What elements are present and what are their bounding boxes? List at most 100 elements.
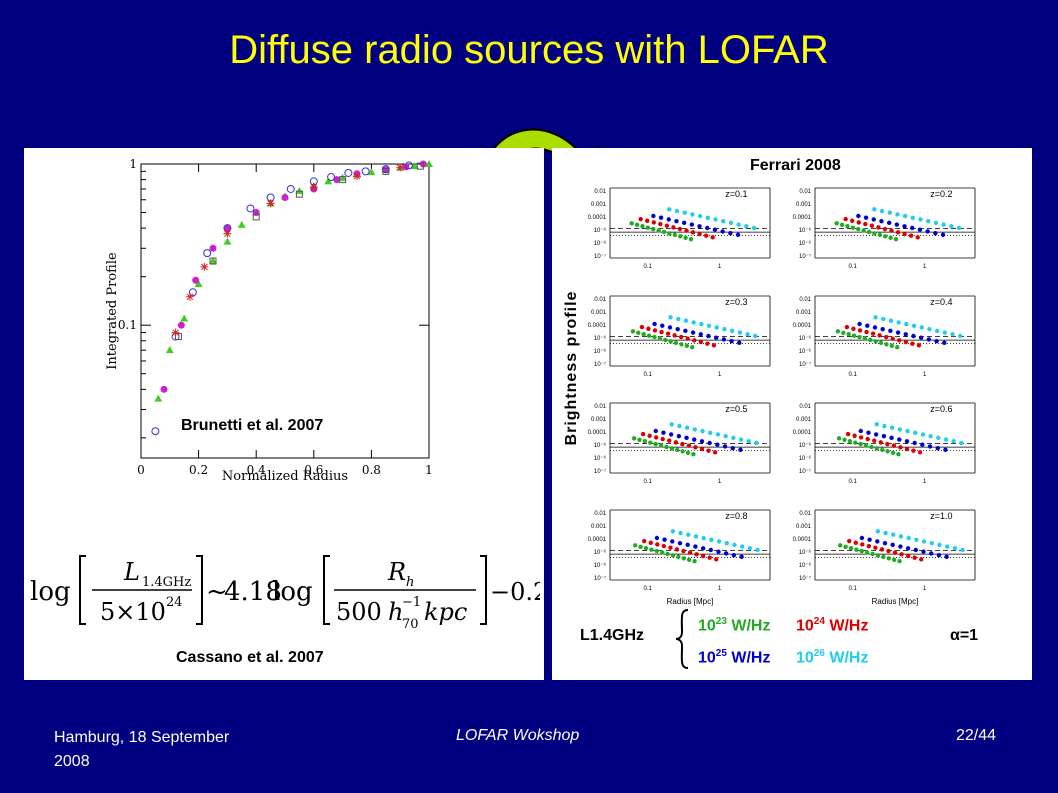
x-tick-label: 0.8 (362, 463, 381, 477)
redshift-label: z=0.8 (725, 511, 747, 521)
brightness-point (640, 224, 645, 229)
brightness-point (943, 447, 948, 453)
brightness-point (875, 529, 881, 534)
brightness-point (879, 218, 884, 224)
brightness-point (873, 432, 879, 437)
brightness-point (870, 551, 875, 557)
brightness-point (680, 441, 685, 447)
brightness-point (872, 207, 877, 212)
brightness-point (845, 431, 851, 437)
brightness-point (708, 547, 713, 553)
brightness-point (889, 343, 895, 348)
brightness-point (919, 325, 924, 330)
brightness-point (649, 547, 654, 552)
brightness-point (697, 224, 702, 229)
subplot-y-tick-label: 10⁻⁷ (594, 361, 606, 368)
brightness-point (721, 218, 726, 224)
brightness-point (711, 343, 717, 348)
subplot-x-tick-label: 1 (718, 586, 722, 592)
brightness-point (738, 447, 743, 453)
brightness-point (918, 217, 923, 222)
svg-text:4.18: 4.18 (224, 577, 282, 607)
brightness-point (834, 221, 839, 226)
brightness-point (688, 237, 694, 242)
brightness-point (874, 446, 880, 451)
brightness-point (879, 208, 885, 214)
brightness-point (899, 552, 904, 557)
svg-text:5×10: 5×10 (100, 598, 166, 626)
subplot-y-tick-label: 0.01 (799, 404, 811, 410)
brightness-point (647, 433, 652, 438)
subplot-y-tick-label: 0.0001 (588, 323, 607, 329)
subplot-y-tick-label: 10⁻⁶ (594, 348, 607, 355)
x-axis-label: Normalized Radius (222, 469, 348, 484)
subplot-y-tick-label: 0.01 (594, 404, 606, 410)
brightness-point (917, 227, 923, 232)
star-point (185, 292, 194, 301)
brightness-point (701, 535, 706, 541)
brightness-point (951, 439, 956, 444)
subplot-y-tick-label: 10⁻⁶ (594, 455, 607, 462)
brightness-point (864, 329, 869, 335)
brightness-point (845, 224, 850, 229)
brightness-point (908, 233, 914, 238)
luminosity-radius-equation: log L 1.4GHz 5×10 24 ~ 4.18 log R h 500 … (28, 542, 548, 638)
brightness-point (681, 548, 686, 554)
star-point (200, 262, 209, 271)
legend-item-24: 1024 W/Hz (796, 616, 869, 635)
brightness-point (729, 328, 735, 334)
brightness-point (937, 542, 942, 548)
brightness-point (655, 542, 660, 547)
brightness-point (882, 540, 888, 546)
subplot-y-tick-label: 0.001 (591, 524, 607, 530)
brightness-point (692, 338, 697, 343)
brightness-point (638, 544, 643, 549)
brightness-point (653, 435, 659, 440)
slide-title: Diffuse radio sources with LOFAR (229, 28, 829, 72)
brightness-point (882, 423, 887, 429)
brightness-point (658, 221, 663, 227)
brightness-point (905, 553, 911, 559)
brightness-point (843, 216, 848, 222)
brightness-point (888, 235, 893, 240)
brightness-point (668, 432, 674, 437)
open-circle-point (246, 204, 255, 213)
brightness-point (942, 330, 948, 335)
brightness-point (674, 547, 680, 552)
subplot-y-tick-label: 0.0001 (793, 430, 812, 436)
brightness-point (699, 446, 705, 452)
triangle-point (223, 237, 232, 245)
brightness-point (746, 439, 751, 444)
brightness-point (878, 440, 884, 445)
open-square-point (209, 257, 217, 265)
brightness-point (868, 337, 873, 343)
brightness-point (652, 321, 657, 327)
brightness-point (637, 437, 642, 442)
brightness-point (876, 225, 881, 230)
brightness-point (873, 339, 878, 344)
brightness-point (700, 428, 705, 434)
brightness-point (890, 542, 895, 548)
brightness-point (645, 225, 651, 230)
brightness-point (691, 452, 696, 457)
brightness-point (667, 207, 672, 212)
redshift-label: z=0.2 (930, 189, 952, 199)
brightness-point (856, 220, 861, 225)
brightness-point (920, 442, 925, 447)
brightness-point (873, 315, 878, 320)
brightness-point (911, 448, 916, 453)
brightness-point (699, 439, 705, 444)
brightness-point (729, 338, 734, 344)
brightness-point (658, 215, 664, 220)
triangle-point (194, 280, 203, 288)
brightness-point (875, 553, 881, 558)
brightness-point (863, 221, 868, 227)
brightness-point (879, 547, 885, 552)
brightness-point (958, 333, 963, 339)
y-axis-label: Integrated Profile (105, 252, 120, 370)
brightness-point (856, 226, 861, 232)
brightness-point (917, 450, 923, 455)
brightness-point (858, 428, 863, 434)
subplot-y-tick-label: 0.001 (796, 310, 812, 316)
brightness-point (918, 335, 924, 340)
